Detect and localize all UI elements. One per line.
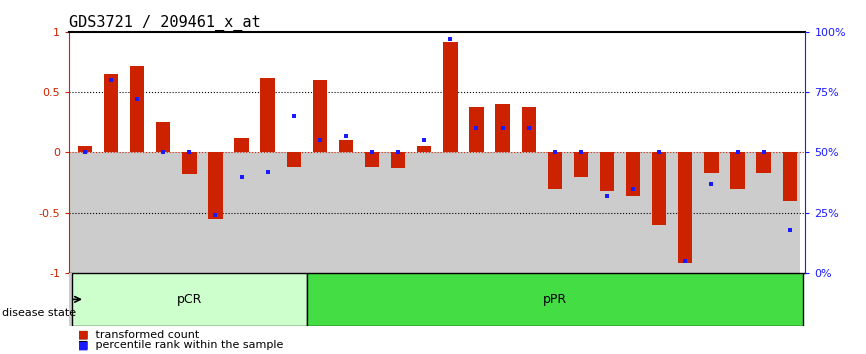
- Point: [157, 150, 171, 155]
- Point: [600, 193, 614, 199]
- Point: [757, 150, 771, 155]
- Point: [783, 227, 797, 233]
- Text: pPR: pPR: [543, 293, 567, 306]
- Bar: [69, 153, 800, 273]
- Bar: [339, 141, 353, 153]
- Bar: [78, 147, 92, 153]
- Bar: [783, 153, 797, 201]
- Bar: [600, 153, 614, 191]
- Text: ■: ■: [78, 340, 88, 350]
- Bar: [287, 153, 301, 167]
- Text: pCR: pCR: [177, 293, 202, 306]
- Bar: [235, 138, 249, 153]
- Text: ■  percentile rank within the sample: ■ percentile rank within the sample: [78, 340, 283, 350]
- Bar: [652, 153, 666, 225]
- Bar: [365, 153, 379, 167]
- Text: disease state: disease state: [2, 308, 76, 318]
- Point: [521, 126, 535, 131]
- Bar: [443, 41, 457, 153]
- Point: [495, 126, 509, 131]
- Point: [391, 150, 405, 155]
- Point: [548, 150, 562, 155]
- Bar: [307, 273, 803, 326]
- Point: [183, 150, 197, 155]
- Point: [417, 138, 431, 143]
- Text: ■  transformed count: ■ transformed count: [78, 330, 199, 339]
- Bar: [156, 122, 171, 153]
- Point: [104, 77, 118, 83]
- Point: [443, 36, 457, 42]
- Point: [626, 186, 640, 192]
- Point: [365, 150, 379, 155]
- Point: [574, 150, 588, 155]
- Bar: [104, 74, 119, 153]
- Bar: [209, 153, 223, 219]
- Bar: [678, 153, 693, 263]
- Point: [287, 113, 301, 119]
- Bar: [469, 107, 484, 153]
- Point: [652, 150, 666, 155]
- Bar: [72, 273, 307, 326]
- Bar: [495, 104, 510, 153]
- Bar: [547, 153, 562, 189]
- Point: [731, 150, 745, 155]
- Bar: [730, 153, 745, 189]
- Bar: [573, 153, 588, 177]
- Bar: [130, 65, 145, 153]
- Point: [704, 181, 718, 187]
- Point: [235, 174, 249, 179]
- Point: [678, 258, 692, 264]
- Point: [209, 212, 223, 218]
- Bar: [313, 80, 327, 153]
- Bar: [704, 153, 719, 173]
- Bar: [182, 153, 197, 174]
- Point: [78, 150, 92, 155]
- Bar: [261, 78, 275, 153]
- Bar: [391, 153, 405, 168]
- Point: [130, 97, 144, 102]
- Point: [469, 126, 483, 131]
- Text: GDS3721 / 209461_x_at: GDS3721 / 209461_x_at: [69, 14, 261, 30]
- Bar: [417, 147, 431, 153]
- Bar: [756, 153, 771, 173]
- Point: [339, 133, 353, 138]
- Point: [261, 169, 275, 175]
- Point: [313, 138, 326, 143]
- Text: ■: ■: [78, 330, 88, 339]
- Bar: [626, 153, 640, 196]
- Bar: [521, 107, 536, 153]
